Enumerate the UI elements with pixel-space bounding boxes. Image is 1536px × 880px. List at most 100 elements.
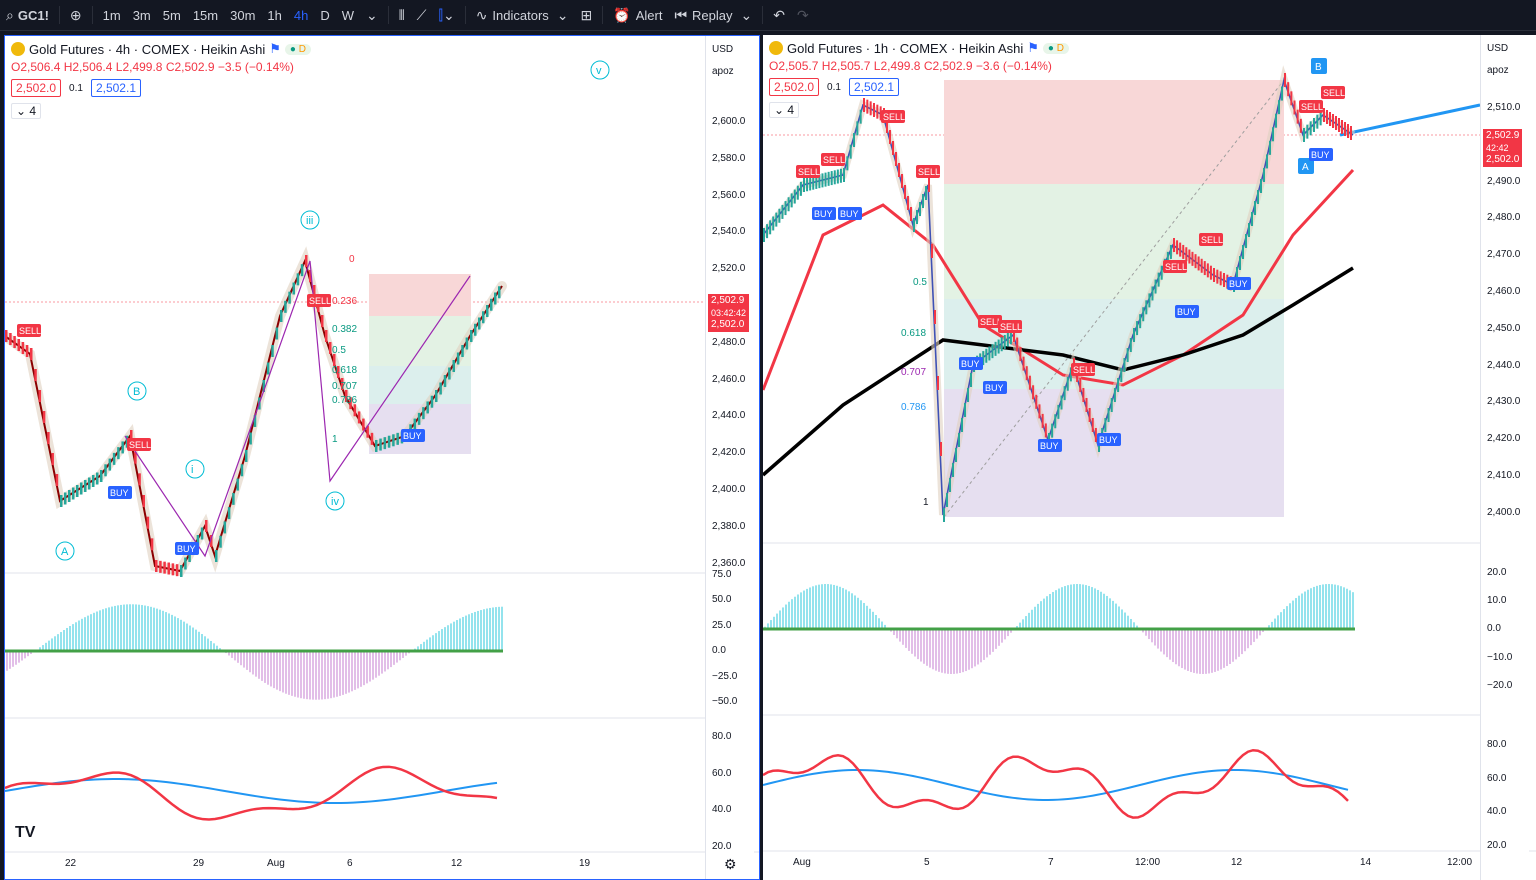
heikin-ashi-candle	[866, 99, 869, 114]
chart-canvas-right[interactable]: 0.50.6180.7070.7861ABSELLSELLSELLSELLSEL…	[763, 35, 1536, 880]
heikin-ashi-candle	[494, 292, 497, 305]
heikin-ashi-candle	[232, 492, 235, 505]
price-tick: 2,450.0	[1487, 322, 1521, 334]
rsi-tick: 80.0	[1487, 739, 1507, 750]
interval-15m[interactable]: 15m	[192, 7, 219, 23]
price-tick: 2,560.0	[712, 189, 746, 201]
heikin-ashi-candle	[889, 130, 891, 144]
interval-dropdown[interactable]: ⌄	[360, 0, 384, 30]
heikin-ashi-candle	[84, 480, 87, 492]
heikin-ashi-candle	[1003, 334, 1006, 349]
indicators-collapse-button[interactable]: ⌄ 4	[11, 103, 42, 119]
chart-type-line-button[interactable]: ⟋	[411, 0, 433, 30]
heikin-ashi-candle	[1182, 244, 1185, 259]
interval-30m[interactable]: 30m	[230, 7, 256, 23]
heikin-ashi-candle	[1191, 251, 1194, 266]
alert-button[interactable]: ⏰ Alert	[607, 0, 668, 30]
buy-price-button[interactable]: 2,502.1	[90, 79, 141, 97]
sell-signal-label: SELL	[883, 112, 905, 122]
indicators-button[interactable]: ∿ Indicators ⌄	[470, 0, 575, 30]
fib-zone	[369, 366, 471, 404]
sell-price-button[interactable]: 2,502.0	[769, 78, 820, 96]
symbol-search[interactable]: ⌕ GC1!	[0, 0, 55, 30]
heikin-ashi-candle	[916, 210, 918, 224]
chart-type-candles-button[interactable]: ⫿ ⌄	[432, 0, 460, 30]
heikin-ashi-candle	[1281, 86, 1283, 101]
price-tick: 2,580.0	[712, 152, 746, 164]
price-axis-right[interactable]: USD apoz 2,510.02,500.02,490.02,480.02,4…	[1480, 35, 1529, 880]
chart-type-bars-button[interactable]: ⫴	[393, 0, 411, 30]
interval-4h[interactable]: 4h	[293, 7, 309, 23]
replay-button[interactable]: ⏮ Replay ⌄	[668, 0, 758, 30]
heikin-ashi-candle	[159, 560, 162, 573]
sell-signal-badge	[1071, 363, 1095, 376]
heikin-ashi-candle	[60, 495, 63, 507]
wave-label-circle	[127, 381, 147, 401]
heikin-ashi-candle	[952, 463, 954, 477]
divider	[602, 6, 604, 24]
heikin-ashi-candle	[1009, 330, 1012, 345]
tradingview-logo[interactable]: TV	[15, 824, 36, 841]
layouts-button[interactable]: ⊞	[575, 0, 599, 30]
indicators-collapse-button[interactable]: ⌄ 4	[769, 102, 800, 118]
currency-label[interactable]: USD	[1487, 43, 1509, 54]
interval-1h[interactable]: 1h	[267, 7, 282, 23]
heikin-ashi-candle	[262, 380, 265, 392]
buy-signal-label: BUY	[1311, 150, 1330, 160]
interval-d[interactable]: D	[320, 7, 330, 23]
heikin-ashi-candle	[988, 346, 991, 361]
interval-5m[interactable]: 5m	[162, 7, 181, 23]
heikin-ashi-candle	[787, 197, 790, 212]
heikin-ashi-candle	[333, 354, 336, 366]
heikin-ashi-candle	[1028, 375, 1031, 390]
heikin-ashi-candle	[474, 323, 477, 336]
wave-label-circle	[590, 60, 610, 80]
settings-icon[interactable]: ⚙	[724, 856, 737, 872]
heikin-ashi-candle	[821, 173, 824, 188]
redo-button[interactable]: ↷	[791, 0, 815, 30]
heikin-ashi-candle	[227, 507, 231, 520]
symbol-label: GC1!	[17, 7, 49, 23]
heikin-ashi-candle	[879, 106, 882, 121]
fib-level-label: 0.618	[901, 328, 926, 339]
price-axis-left[interactable]: USD apoz 2,600.0 2,580.0 2,560.0 2,540.0 2,5…	[705, 36, 754, 879]
heikin-ashi-candle	[51, 453, 54, 465]
heikin-ashi-candle	[1123, 358, 1126, 372]
heikin-ashi-candle	[325, 330, 328, 342]
heikin-ashi-candle	[1206, 263, 1209, 278]
scale-label[interactable]: apoz	[1487, 65, 1509, 76]
heikin-ashi-candle	[448, 367, 451, 380]
chart-pane-right[interactable]: 0.5 0.618 0.707 0.786 1 A B SELL SELL SELL SELL SEL…	[763, 35, 1536, 880]
heikin-ashi-candle	[5, 330, 8, 342]
heikin-ashi-candle	[1051, 423, 1054, 438]
heikin-ashi-candle	[1104, 418, 1107, 432]
heikin-ashi-candle	[253, 415, 257, 427]
heikin-ashi-candle	[47, 432, 50, 444]
heikin-ashi-candle	[341, 378, 344, 390]
undo-button[interactable]: ↶	[767, 0, 791, 30]
heikin-ashi-candle	[1329, 112, 1331, 126]
heikin-ashi-candle	[249, 432, 252, 445]
chart-canvas-left[interactable]: ABiiiiivv00.2360.3820.50.6180.7070.7861S…	[5, 36, 760, 880]
heikin-ashi-candle	[1213, 268, 1215, 282]
sell-signal-label: SELL	[1000, 322, 1022, 332]
currency-label[interactable]: USD	[712, 44, 734, 55]
heikin-ashi-candle	[955, 448, 957, 462]
interval-3m[interactable]: 3m	[132, 7, 151, 23]
heikin-ashi-candle	[863, 98, 865, 112]
scale-label[interactable]: apoz	[712, 66, 734, 77]
heikin-ashi-candle	[931, 244, 933, 258]
heikin-ashi-candle	[1142, 307, 1145, 322]
interval-w[interactable]: W	[341, 7, 355, 23]
heikin-ashi-candle	[943, 508, 945, 522]
wave-label-circle	[300, 210, 320, 230]
sell-signal-label: SELL	[918, 167, 940, 177]
buy-price-button[interactable]: 2,502.1	[848, 78, 899, 96]
interval-1m[interactable]: 1m	[102, 7, 121, 23]
compare-button[interactable]: ⊕	[64, 0, 88, 30]
sell-signal-label: SELL	[129, 440, 151, 450]
heikin-ashi-candle	[830, 171, 833, 186]
sell-price-button[interactable]: 2,502.0	[11, 79, 62, 97]
heikin-ashi-candle	[1139, 314, 1142, 329]
